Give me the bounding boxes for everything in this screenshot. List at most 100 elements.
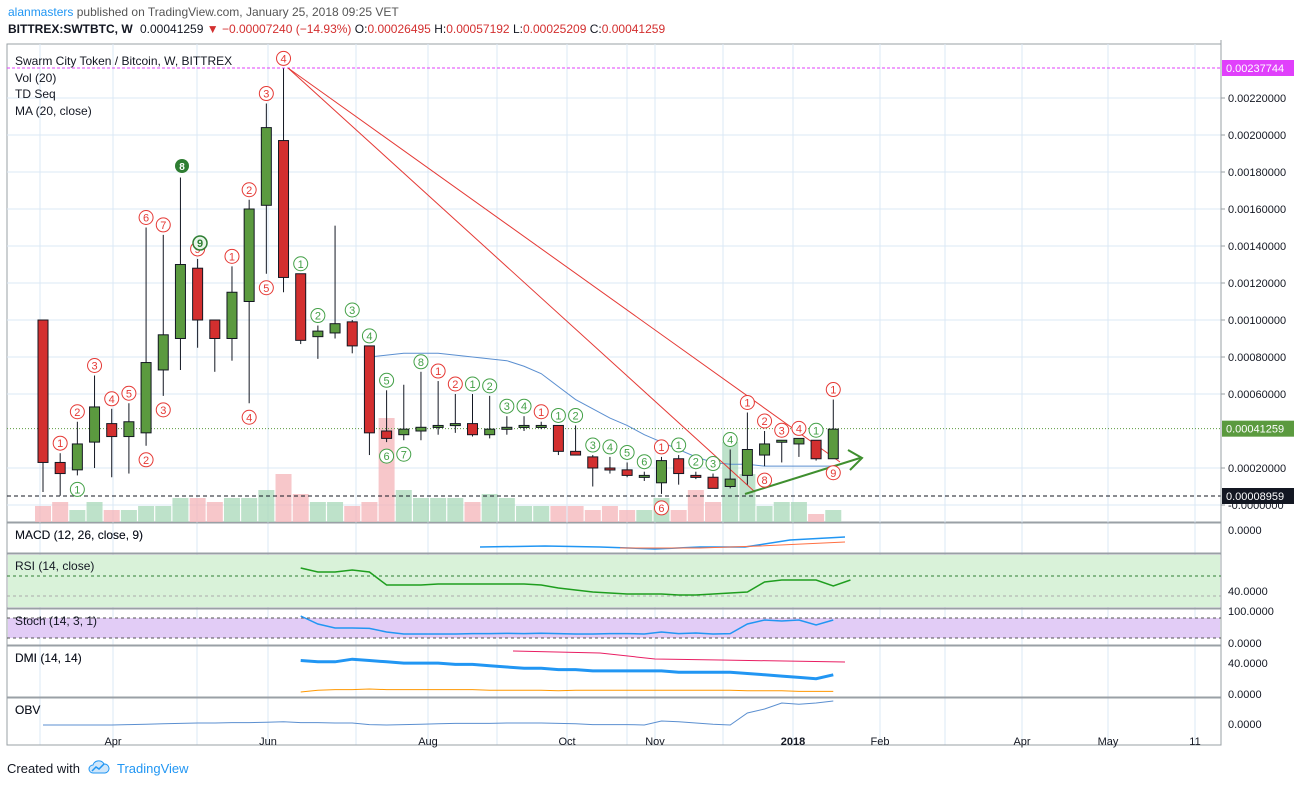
td-circle-22 [379, 448, 395, 464]
pane-tick-2-1: 0.0000 [1228, 638, 1262, 650]
pane-tick-3-1: 0.0000 [1228, 689, 1262, 701]
td-circle-16 [276, 50, 292, 66]
td-text-16: 4 [280, 53, 286, 65]
pane-tick-1-0: 40.0000 [1228, 586, 1268, 598]
chart-canvas[interactable]: 1213452673912435412345678121234112345616… [0, 40, 1300, 752]
legend-ma[interactable]: MA (20, close) [15, 104, 92, 118]
candle-body-6 [140, 362, 152, 434]
author-link[interactable]: alanmasters [8, 5, 74, 19]
td-label-36: 5 [619, 444, 635, 460]
td-circle-46 [757, 472, 773, 488]
legend-vol[interactable]: Vol (20) [15, 71, 56, 85]
td-text-41: 2 [693, 457, 699, 469]
td-circle-37 [636, 454, 652, 470]
td-text-48: 4 [796, 423, 802, 435]
candle-body-11 [226, 291, 238, 339]
low-value: 0.00025209 [522, 22, 587, 36]
td-text-11: 1 [229, 251, 235, 263]
candle-body-35 [638, 474, 650, 478]
candle-body-1 [54, 461, 66, 475]
candle-body-45 [810, 439, 822, 460]
volume-bar-28 [516, 506, 533, 522]
y-tick-label-9: 0.00020000 [1228, 463, 1286, 475]
candle-body-28 [518, 424, 530, 428]
pane-0: MACD (12, 26, close, 9) [6, 522, 1222, 554]
down-arrow-icon: ▼ [206, 22, 219, 36]
td-text-32: 1 [555, 410, 561, 422]
candle-body-24 [449, 423, 461, 427]
td-text-12: 2 [246, 185, 252, 197]
td-label-4: 4 [104, 391, 120, 407]
pane-tick-0-0: 0.0000 [1228, 525, 1262, 537]
stoch-band [8, 618, 1220, 638]
td-label-1: 2 [69, 404, 85, 420]
td-text-34: 3 [590, 440, 596, 452]
current-price-badge-bg [1222, 420, 1294, 437]
td-label-41: 2 [688, 454, 704, 470]
candle-body-12 [243, 208, 255, 302]
volume-bar-33 [601, 506, 618, 522]
td-text-15: 5 [263, 283, 269, 295]
volume-bar-34 [619, 510, 636, 522]
td-label-31: 1 [533, 404, 549, 420]
td-text-8: 7 [160, 220, 166, 232]
td-setup-0: 8 [175, 159, 189, 173]
volume-bar-14 [275, 474, 292, 522]
trendline-1 [287, 67, 756, 493]
volume-bar-4 [103, 510, 120, 522]
volume-bar-31 [567, 506, 584, 522]
td-circle-8 [155, 217, 171, 233]
td-label-33: 2 [568, 407, 584, 423]
td-circle-5 [121, 385, 137, 401]
candle-body-46 [827, 428, 839, 460]
y-tick-label-3: 0.00160000 [1228, 204, 1286, 216]
high-value: 0.00057192 [446, 22, 510, 36]
td-text-0: 1 [57, 438, 63, 450]
current-price-badge: 0.00041259 [1222, 420, 1294, 437]
td-label-22: 6 [379, 448, 395, 464]
td-label-45: 2 [757, 413, 773, 429]
y-tick-label-2: 0.00180000 [1228, 167, 1286, 179]
td-label-15: 5 [258, 280, 274, 296]
td-circle-27 [465, 376, 480, 392]
support-arrow-head [847, 449, 864, 471]
ohlc-line: BITTREX:SWTBTC, W 0.00041259 ▼ −0.000072… [8, 22, 665, 36]
td-circle-9 [155, 402, 171, 418]
tradingview-cloud-icon[interactable] [88, 759, 110, 775]
legend-td[interactable]: TD Seq [15, 87, 56, 101]
td-circle-40 [671, 437, 687, 453]
td-circle-15 [258, 280, 274, 296]
volume-bar-25 [464, 502, 481, 522]
td-circle-48 [791, 420, 807, 436]
td-circle-32 [550, 407, 566, 423]
candle-body-20 [381, 430, 393, 439]
pane-title-0: MACD (12, 26, close, 9) [15, 528, 143, 542]
td-text-45: 2 [761, 416, 767, 428]
candle-body-31 [570, 450, 582, 456]
td-text-4: 4 [109, 394, 115, 406]
volume-bar-38 [687, 490, 704, 522]
td-label-20: 4 [361, 328, 377, 344]
dmi-adx-line [300, 657, 834, 681]
tradingview-link[interactable]: TradingView [117, 761, 189, 776]
td-label-14: 3 [258, 86, 274, 102]
candle-body-3 [89, 406, 101, 443]
volume-bar-43 [773, 502, 790, 522]
td-setup-1: 9 [192, 235, 208, 251]
td-label-8: 7 [155, 217, 171, 233]
td-text-49: 1 [813, 425, 819, 437]
support-arrow-line [744, 457, 861, 495]
open-label: O: [354, 22, 368, 36]
volume-bar-20 [378, 418, 395, 522]
td-text-2: 1 [74, 484, 80, 496]
high-price-badge: 0.00237744 [1222, 60, 1294, 76]
td-circle-36 [619, 444, 635, 460]
volume-bar-27 [498, 498, 515, 522]
td-text-29: 3 [504, 401, 510, 413]
x-tick-label-1: Jun [259, 736, 277, 748]
x-tick-label-3: Oct [558, 736, 575, 748]
candle-body-5 [123, 421, 135, 438]
volume-bar-44 [790, 502, 807, 522]
pane-tick-4-0: 0.0000 [1228, 719, 1262, 731]
td-label-44: 1 [739, 395, 755, 410]
